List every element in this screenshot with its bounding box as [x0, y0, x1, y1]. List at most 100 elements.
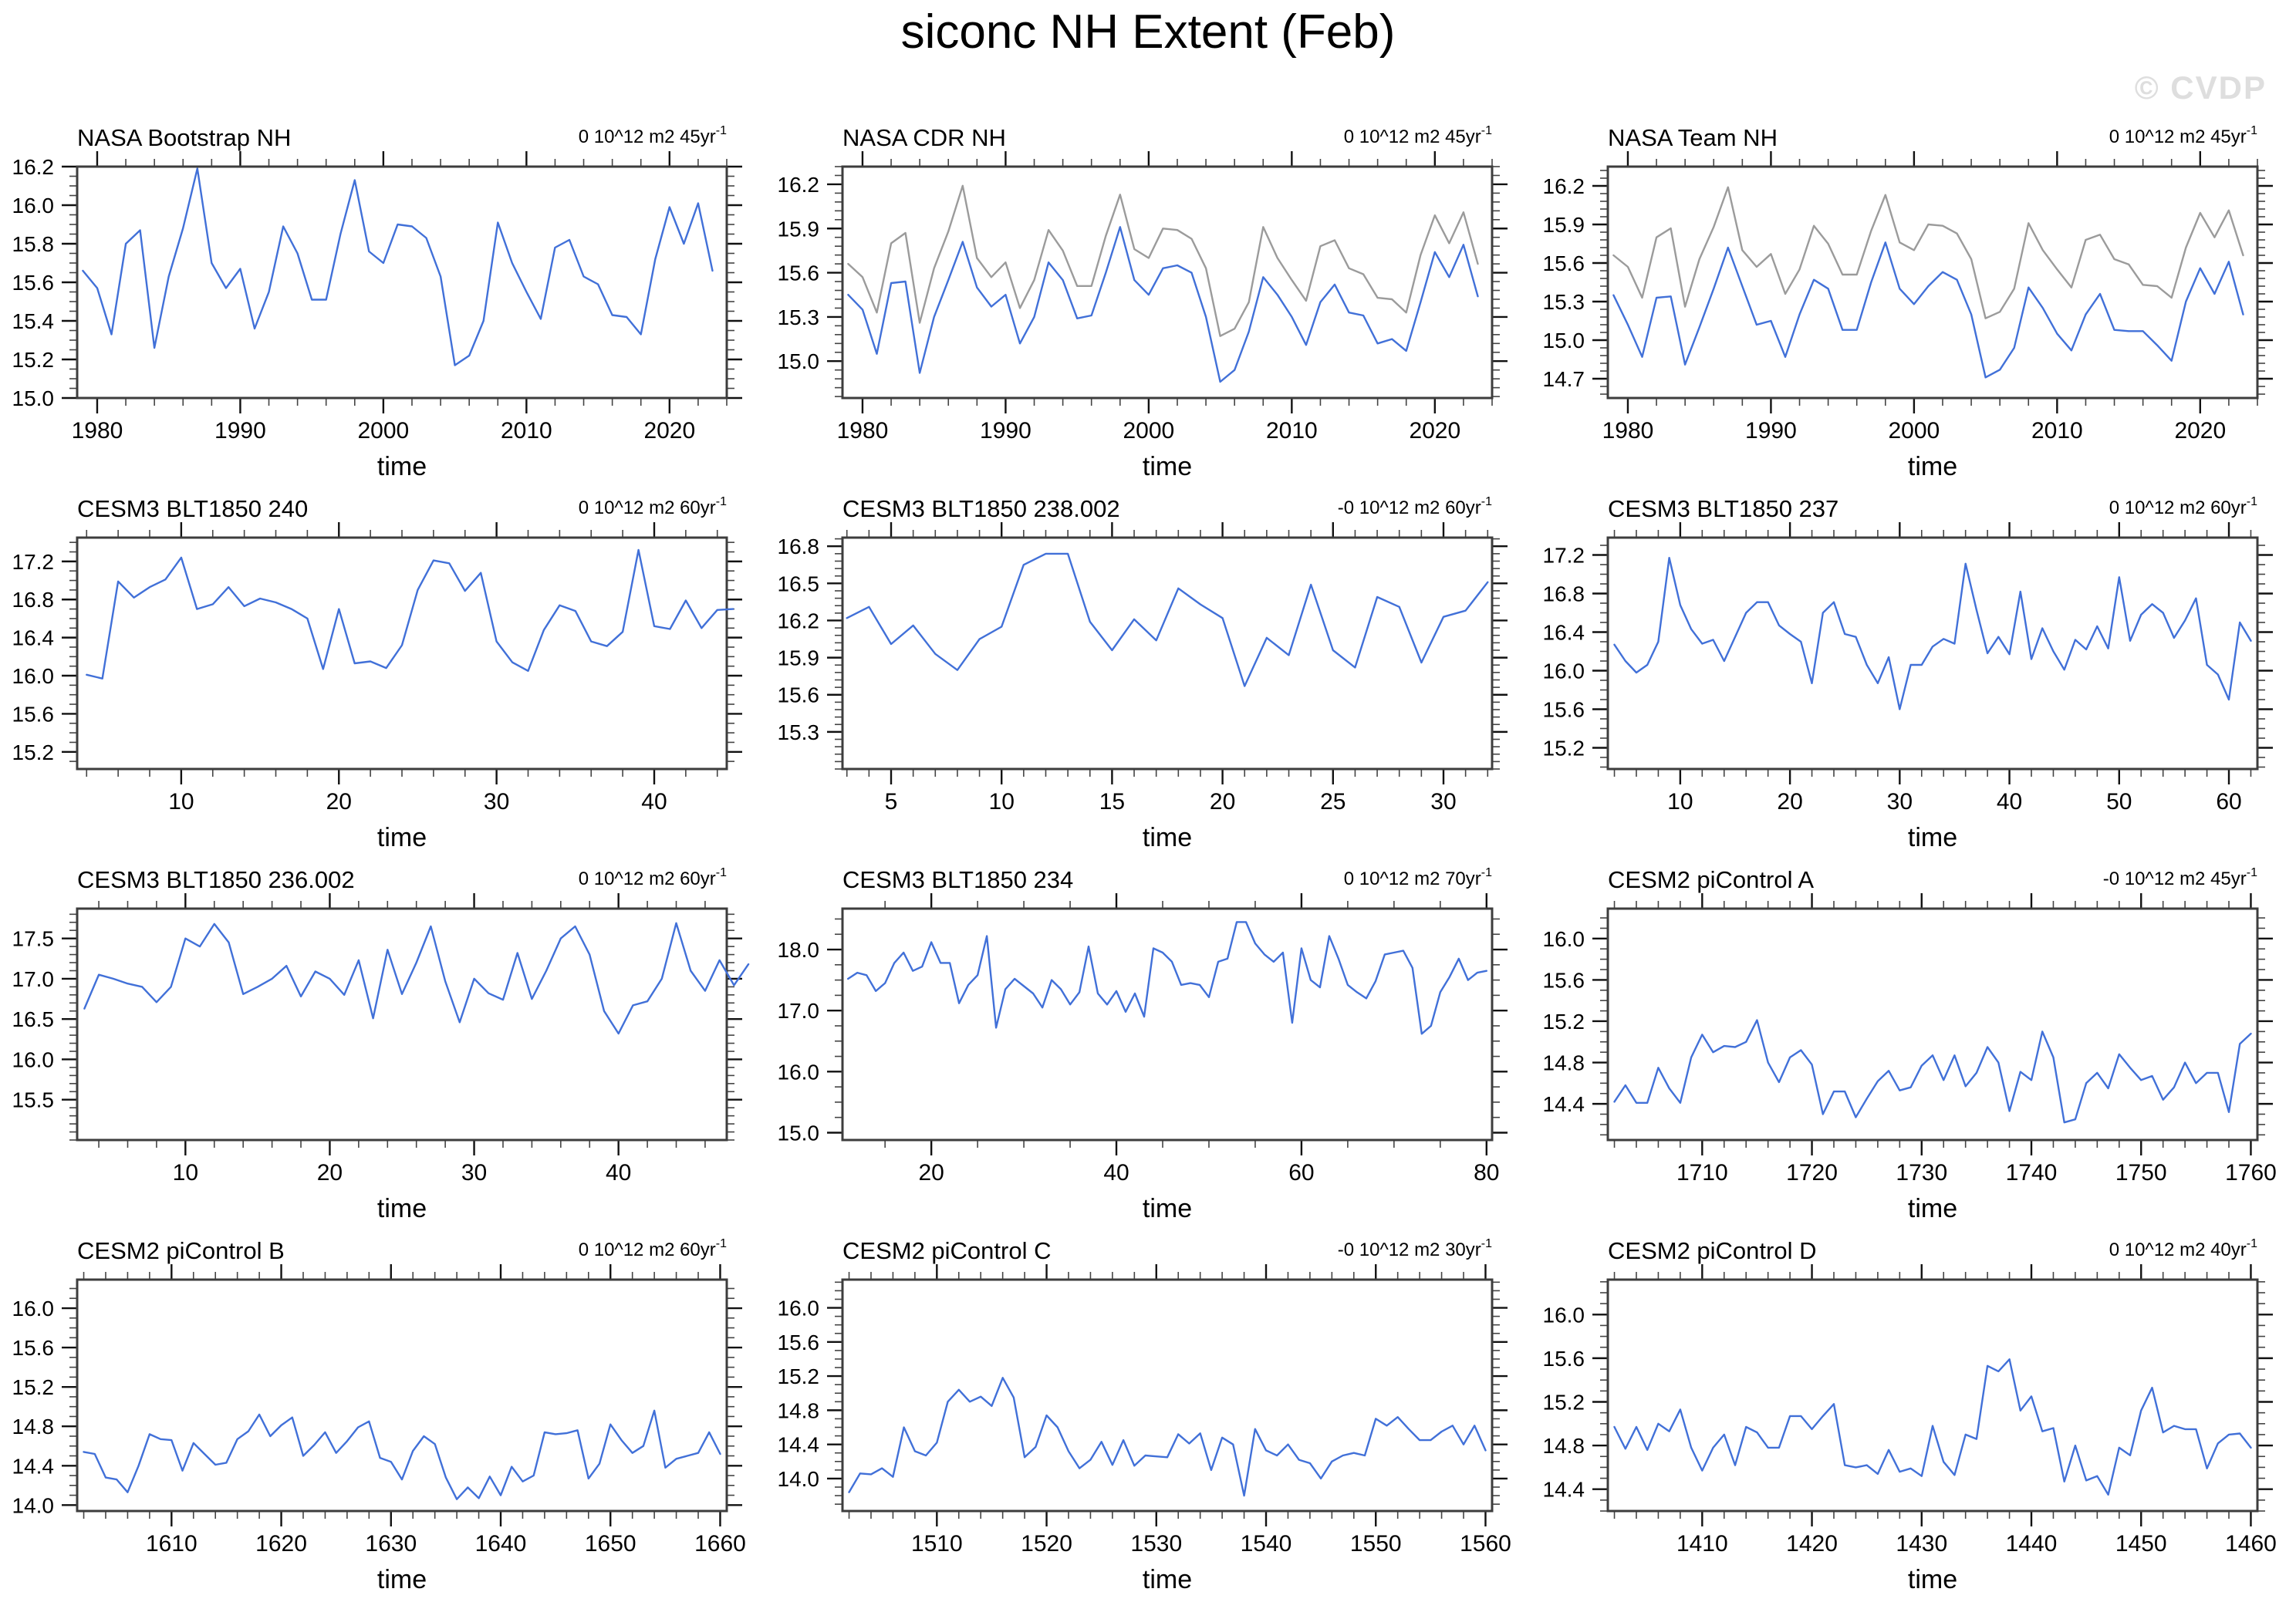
- y-tick-label: 14.8: [1543, 1434, 1585, 1458]
- x-tick-label: 40: [606, 1160, 631, 1186]
- x-tick-label: 1640: [475, 1531, 527, 1557]
- x-tick-label: 1650: [585, 1531, 636, 1557]
- y-tick-label: 15.2: [12, 1375, 55, 1399]
- x-tick-label: 1740: [2006, 1160, 2058, 1186]
- x-axis-title: time: [1143, 823, 1192, 852]
- x-tick-label: 10: [989, 789, 1015, 815]
- chart-title: CESM2 piControl C: [842, 1237, 1051, 1264]
- plot-area: 10 20 30 40 17.5 17.0 16.5 16.0 15.5: [12, 893, 750, 1186]
- chart-units-label: 0 10^12 m2 70yr-1: [1344, 866, 1492, 889]
- x-axis-title: time: [1908, 1194, 1957, 1223]
- x-tick-label: 1990: [214, 418, 266, 444]
- y-tick-label: 15.6: [1543, 1347, 1585, 1371]
- chart-units-label: 0 10^12 m2 60yr-1: [579, 1237, 727, 1260]
- axes: 1710 1720 1730 1740 1750 1760 16.0 15.6 15.2 14.8…: [1543, 893, 2277, 1186]
- y-tick-label: 15.6: [12, 271, 55, 295]
- x-axis-title: time: [377, 1565, 427, 1594]
- x-tick-label: 60: [1288, 1160, 1314, 1186]
- chart-canvas: CESM2 piControl A -0 10^12 m2 45yr-1 171…: [1543, 866, 2277, 1223]
- y-tick-label: 15.2: [1543, 1010, 1585, 1034]
- y-tick-label: 17.0: [778, 999, 820, 1023]
- y-tick-label: 16.0: [1543, 1303, 1585, 1327]
- chart-title: CESM3 BLT1850 240: [77, 495, 308, 522]
- y-tick-label: 16.2: [12, 155, 55, 179]
- x-axis-title: time: [1143, 452, 1192, 481]
- x-tick-label: 2010: [1266, 418, 1318, 444]
- y-tick-label: 16.0: [1543, 927, 1585, 951]
- x-tick-label: 1750: [2115, 1160, 2167, 1186]
- chart-units-label: 0 10^12 m2 60yr-1: [579, 866, 727, 889]
- chart-cesm3-blt1850-240: CESM3 BLT1850 240 0 10^12 m2 60yr-1 10 20…: [0, 437, 765, 869]
- chart-nasa-bootstrap-nh: NASA Bootstrap NH 0 10^12 m2 45yr-1 1980…: [0, 66, 765, 498]
- y-tick-label: 15.6: [12, 702, 55, 726]
- chart-nasa-team-nh: NASA Team NH 0 10^12 m2 45yr-1 1980 1990 2…: [1531, 66, 2296, 498]
- y-tick-label: 15.4: [12, 309, 55, 333]
- chart-title: NASA CDR NH: [842, 124, 1006, 151]
- y-tick-label: 16.0: [778, 1297, 820, 1320]
- series-primary-line: [1613, 1019, 2252, 1124]
- y-tick-label: 16.0: [1543, 659, 1585, 683]
- series-reference-line: [1612, 186, 2244, 319]
- plot-area: 1980 1990 2000 2010 2020 16.2 15.9 15.6 15.3 15.0: [778, 151, 1508, 444]
- series-primary-line: [1612, 241, 2244, 379]
- axes: 1980 1990 2000 2010 2020 16.2 15.9 15.6 15.3 15.0: [778, 151, 1508, 444]
- x-tick-label: 1980: [72, 418, 123, 444]
- x-axis-title: time: [377, 452, 427, 481]
- x-tick-label: 1720: [1786, 1160, 1838, 1186]
- chart-canvas: CESM3 BLT1850 238.002 -0 10^12 m2 60yr-1…: [778, 495, 1508, 852]
- chart-cesm3-blt1850-234: CESM3 BLT1850 234 0 10^12 m2 70yr-1 20 40…: [765, 808, 1531, 1240]
- plot-area: 1510 1520 1530 1540 1550 1560 16.0 15.6 15.2 14.8…: [778, 1264, 1511, 1557]
- chart-canvas: CESM3 BLT1850 240 0 10^12 m2 60yr-1 10 20…: [12, 495, 742, 852]
- x-tick-label: 50: [2106, 789, 2132, 815]
- y-tick-label: 15.6: [1543, 251, 1585, 275]
- x-tick-label: 1710: [1676, 1160, 1728, 1186]
- plot-frame: [841, 1278, 1494, 1513]
- x-tick-label: 1990: [980, 418, 1032, 444]
- y-tick-label: 15.2: [1543, 737, 1585, 761]
- x-tick-label: 1530: [1130, 1531, 1182, 1557]
- x-tick-label: 1420: [1786, 1531, 1838, 1557]
- x-tick-label: 30: [484, 789, 509, 815]
- y-tick-label: 15.9: [778, 646, 820, 670]
- chart-units-label: -0 10^12 m2 30yr-1: [1338, 1237, 1492, 1260]
- axes: 10 20 30 40 17.5 17.0 16.5 16.0 15.5: [12, 893, 742, 1186]
- y-tick-label: 16.4: [1543, 621, 1585, 645]
- y-tick-label: 15.2: [12, 348, 55, 372]
- x-tick-label: 2000: [1123, 418, 1175, 444]
- y-tick-label: 14.8: [778, 1398, 820, 1422]
- x-tick-label: 20: [918, 1160, 944, 1186]
- y-tick-label: 14.0: [12, 1493, 55, 1517]
- x-tick-label: 10: [168, 789, 194, 815]
- y-tick-label: 15.0: [12, 386, 55, 410]
- series-primary-line: [1613, 556, 2252, 710]
- chart-canvas: CESM3 BLT1850 234 0 10^12 m2 70yr-1 20 40…: [778, 866, 1508, 1223]
- series-primary-line: [846, 921, 1487, 1035]
- plot-area: 1710 1720 1730 1740 1750 1760 16.0 15.6 15.2 14.8…: [1543, 893, 2277, 1186]
- chart-cesm2-picontrol-c: CESM2 piControl C -0 10^12 m2 30yr-1 151…: [765, 1179, 1531, 1611]
- x-tick-label: 2000: [358, 418, 410, 444]
- plot-frame: [1606, 1278, 2259, 1513]
- y-tick-label: 15.9: [778, 217, 820, 241]
- y-tick-label: 17.0: [12, 967, 55, 991]
- plot-frame: [76, 1278, 728, 1513]
- x-axis-title: time: [1143, 1194, 1192, 1223]
- plot-area: 5 10 15 20 25 30 16.8 16.5 16.2 15.9 15.6 15.3: [778, 522, 1508, 815]
- x-tick-label: 20: [326, 789, 352, 815]
- axes: 1410 1420 1430 1440 1450 1460 16.0 15.6 15.2 14.8…: [1543, 1264, 2277, 1557]
- chart-cesm2-picontrol-a: CESM2 piControl A -0 10^12 m2 45yr-1 171…: [1531, 808, 2296, 1240]
- chart-canvas: CESM2 piControl C -0 10^12 m2 30yr-1 151…: [778, 1237, 1511, 1594]
- axes: 20 40 60 80 18.0 17.0 16.0 15.0: [778, 893, 1508, 1186]
- x-axis-title: time: [377, 1194, 427, 1223]
- series-primary-line: [848, 1377, 1487, 1497]
- chart-canvas: CESM3 BLT1850 237 0 10^12 m2 60yr-1 10 20…: [1543, 495, 2273, 852]
- page-title: siconc NH Extent (Feb): [900, 5, 1396, 59]
- y-tick-label: 14.4: [1543, 1092, 1585, 1116]
- y-tick-label: 16.0: [12, 194, 55, 218]
- x-tick-label: 1550: [1350, 1531, 1402, 1557]
- y-tick-label: 15.0: [778, 1121, 820, 1145]
- chart-title: CESM2 piControl D: [1608, 1237, 1816, 1264]
- y-tick-label: 15.0: [778, 349, 820, 373]
- chart-canvas: CESM2 piControl B 0 10^12 m2 60yr-1 1610…: [12, 1237, 746, 1594]
- plot-area: 1610 1620 1630 1640 1650 1660 16.0 15.6 15.2 14.8…: [12, 1264, 746, 1557]
- x-tick-label: 30: [461, 1160, 487, 1186]
